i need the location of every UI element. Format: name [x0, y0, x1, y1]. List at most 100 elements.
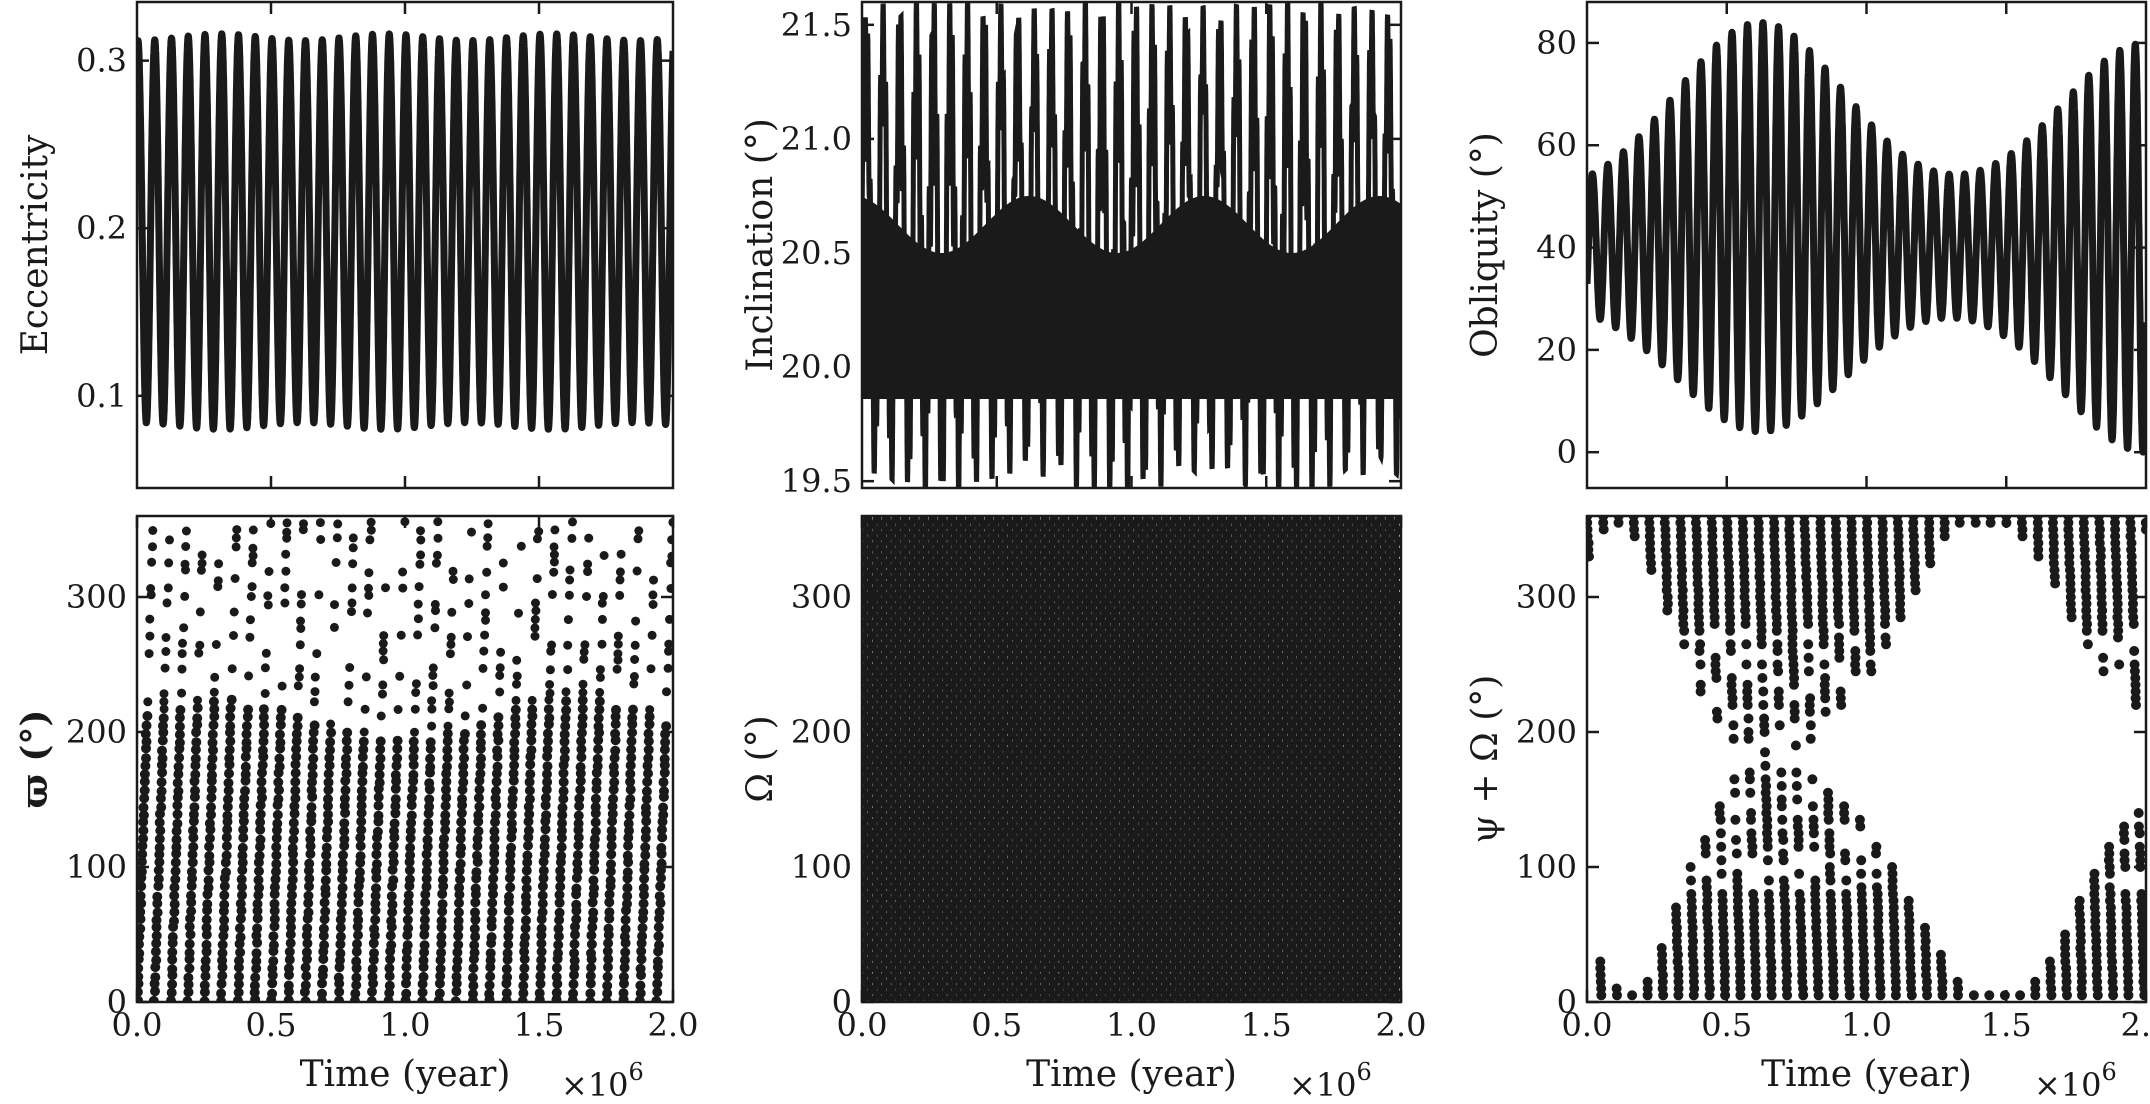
data-point — [177, 649, 187, 659]
data-point — [440, 800, 451, 811]
data-point — [373, 810, 384, 821]
data-point — [595, 665, 605, 675]
data-point — [577, 703, 588, 714]
data-point — [573, 818, 584, 829]
data-point — [206, 792, 217, 803]
data-point — [419, 940, 430, 951]
data-point — [323, 801, 333, 812]
data-point — [230, 574, 240, 583]
data-point — [277, 681, 287, 691]
data-point — [626, 736, 637, 747]
x-offset-label: ×106 — [561, 1058, 644, 1104]
data-point — [519, 954, 530, 965]
data-point — [438, 849, 449, 860]
data-point — [137, 995, 144, 1002]
data-point — [184, 947, 195, 958]
data-point — [217, 948, 228, 959]
data-point — [505, 865, 516, 876]
data-point — [651, 996, 662, 1002]
data-point — [556, 842, 567, 853]
data-point — [219, 923, 229, 934]
data-point — [225, 711, 236, 722]
data-point — [361, 672, 371, 682]
data-point — [444, 688, 454, 698]
data-point — [437, 906, 448, 917]
data-point — [505, 857, 516, 868]
data-point — [209, 711, 220, 722]
data-point — [503, 906, 514, 916]
data-point — [605, 866, 616, 877]
data-point — [438, 865, 449, 876]
data-point — [630, 655, 640, 664]
data-point — [602, 971, 613, 982]
data-point — [403, 905, 414, 916]
data-point — [486, 915, 497, 926]
data-point — [473, 810, 484, 821]
data-point — [145, 614, 155, 624]
data-point — [450, 996, 461, 1002]
data-point — [489, 826, 500, 837]
data-point — [620, 914, 631, 925]
data-point — [324, 760, 335, 771]
data-point — [410, 704, 420, 714]
data-point — [167, 954, 178, 965]
data-point — [590, 802, 601, 812]
data-point — [323, 768, 334, 779]
y-axis-label: Inclination (°) — [740, 118, 781, 372]
data-point — [468, 963, 479, 974]
data-point — [319, 914, 330, 925]
x-tick-label: 2.0 — [648, 1006, 699, 1044]
data-point — [183, 972, 194, 983]
data-point — [146, 584, 156, 593]
data-point — [398, 567, 408, 577]
data-point — [401, 971, 412, 982]
data-point — [545, 665, 555, 675]
data-point — [270, 874, 281, 885]
data-point — [575, 776, 586, 786]
data-point — [576, 727, 587, 738]
data-point — [435, 955, 446, 966]
data-point — [375, 753, 386, 764]
data-point — [554, 897, 565, 908]
data-point — [613, 655, 623, 665]
data-point — [351, 972, 362, 983]
data-point — [295, 640, 305, 650]
data-point — [232, 525, 242, 535]
data-point — [357, 752, 368, 762]
data-point — [667, 535, 673, 545]
data-point — [304, 858, 315, 869]
data-point — [154, 857, 165, 868]
data-point — [434, 978, 445, 989]
data-point — [301, 930, 312, 941]
data-point — [643, 753, 654, 764]
data-point — [240, 769, 251, 780]
data-point — [643, 744, 654, 755]
data-point — [569, 962, 580, 973]
data-point — [296, 616, 305, 626]
y-tick-label: 0 — [107, 983, 127, 1021]
data-point — [257, 745, 268, 756]
data-point — [606, 849, 617, 860]
data-point — [169, 882, 180, 893]
data-point — [282, 518, 292, 528]
data-point — [172, 809, 183, 820]
data-point — [417, 996, 428, 1002]
data-point — [442, 761, 452, 772]
data-point — [416, 535, 426, 545]
data-point — [358, 744, 369, 755]
data-point — [560, 721, 571, 732]
data-point — [457, 794, 467, 804]
data-point — [258, 712, 269, 723]
data-point — [296, 599, 306, 609]
data-point — [537, 898, 548, 909]
data-point — [559, 729, 570, 740]
data-point — [561, 696, 572, 707]
plot-area-eccentricity — [137, 30, 673, 433]
data-point — [243, 704, 254, 715]
data-point — [229, 607, 239, 617]
data-point — [516, 541, 526, 551]
data-point — [370, 905, 381, 916]
data-point — [503, 931, 514, 942]
data-point — [664, 639, 673, 649]
data-point — [158, 720, 168, 731]
